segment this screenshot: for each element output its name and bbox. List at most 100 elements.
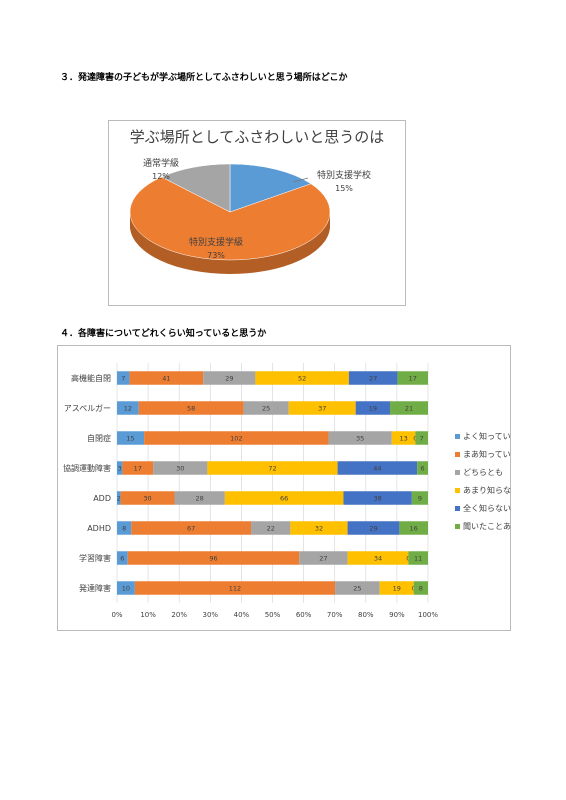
bar-segment xyxy=(117,401,139,415)
data-label: 3 xyxy=(118,465,122,473)
data-label: 7 xyxy=(121,375,125,383)
bar-segment xyxy=(117,431,145,445)
bar-segment xyxy=(174,491,225,505)
data-label: 66 xyxy=(280,495,288,503)
bar-segment xyxy=(390,401,428,415)
bar-segment xyxy=(415,431,428,445)
bar-segment xyxy=(411,491,428,505)
bar-segment xyxy=(117,491,121,505)
data-label: 96 xyxy=(209,555,217,563)
leader-line xyxy=(292,177,309,183)
x-tick-label: 60% xyxy=(296,611,312,619)
y-tick-label: ADD xyxy=(93,494,111,503)
data-label: 38 xyxy=(374,495,382,503)
data-label: 12 xyxy=(124,405,132,413)
bar-segment xyxy=(348,371,398,385)
bar-segment xyxy=(337,461,418,475)
data-label: 7 xyxy=(420,435,424,443)
data-label: 112 xyxy=(229,585,241,593)
data-label: 30 xyxy=(143,495,151,503)
slice-value: 12% xyxy=(152,172,170,181)
slice xyxy=(160,163,231,213)
data-label: 9 xyxy=(418,495,422,503)
data-label: 67 xyxy=(187,525,195,533)
x-tick-label: 40% xyxy=(234,611,250,619)
data-label: 58 xyxy=(187,405,195,413)
bar-chart: 0% 10% 20% 30% 40% 50% 60% 70% 80% 90% 100% 高機能自閉 7 4… xyxy=(57,345,511,631)
legend-swatch xyxy=(455,452,460,457)
bar-segment xyxy=(117,581,135,595)
data-label: 22 xyxy=(267,525,275,533)
y-tick-label: 学習障害 xyxy=(79,553,111,563)
bar-segment xyxy=(408,551,428,565)
slice xyxy=(229,163,312,213)
bar-segment xyxy=(203,371,256,385)
bar-segment xyxy=(413,581,428,595)
heading: ３．発達障害の子どもが学ぶ場所としてふさわしいと思う場所はどこか xyxy=(60,73,348,83)
legend-label: あまり知らない xyxy=(463,485,511,495)
slice-label: 通常学級 xyxy=(143,157,179,169)
legend-label: 全く知らない xyxy=(463,503,511,513)
bar-segment xyxy=(127,551,300,565)
bar-segment xyxy=(138,401,244,415)
bar-segment xyxy=(417,461,428,475)
bar-segment xyxy=(129,371,204,385)
data-label: 27 xyxy=(319,555,327,563)
y-tick-label: 発達障害 xyxy=(79,583,111,593)
bar-segment xyxy=(224,491,344,505)
data-label: 34 xyxy=(374,555,382,563)
x-tick-label: 90% xyxy=(389,611,405,619)
bar-segment xyxy=(134,581,336,595)
y-tick-label: 自閉症 xyxy=(87,433,111,443)
data-label: 13 xyxy=(399,435,407,443)
bar-segment xyxy=(144,431,329,445)
legend-swatch xyxy=(455,506,460,511)
data-label: 25 xyxy=(353,585,361,593)
x-tick-label: 30% xyxy=(203,611,219,619)
bar-segment xyxy=(397,371,428,385)
data-label: 8 xyxy=(122,525,126,533)
data-label: 16 xyxy=(410,525,418,533)
bar-segment xyxy=(328,431,392,445)
slice-label: 特別支援学級 xyxy=(189,236,243,248)
y-tick-label: ADHD xyxy=(87,524,111,533)
data-label: 27 xyxy=(369,375,377,383)
data-label: 15 xyxy=(126,435,134,443)
data-label: 21 xyxy=(405,405,413,413)
data-label: 44 xyxy=(373,465,381,473)
data-label: 32 xyxy=(315,525,323,533)
data-label: 35 xyxy=(356,435,364,443)
bar-segment xyxy=(117,551,128,565)
bar-segment xyxy=(120,491,175,505)
bar-segment xyxy=(243,401,289,415)
bar-segment xyxy=(117,521,132,535)
data-label: 6 xyxy=(120,555,124,563)
bar-segment xyxy=(288,401,356,415)
heading: ４．各障害についてどれくらい知っていると思うか xyxy=(60,329,267,339)
bar-segment xyxy=(251,521,291,535)
bar-segment xyxy=(131,521,252,535)
bar-segment xyxy=(255,371,349,385)
bar-segment xyxy=(347,551,409,565)
x-tick-label: 20% xyxy=(171,611,187,619)
data-label: 30 xyxy=(176,465,184,473)
bar-segment xyxy=(117,461,123,475)
data-label: 37 xyxy=(318,405,326,413)
data-label: 102 xyxy=(230,435,242,443)
data-label: 8 xyxy=(419,585,423,593)
data-label: 2 xyxy=(117,495,121,503)
legend-label: まあ知っている xyxy=(463,449,511,459)
x-tick-label: 0% xyxy=(111,611,122,619)
bar-segment xyxy=(153,461,208,475)
bar-segment xyxy=(379,581,414,595)
legend-label: よく知っている xyxy=(463,431,511,441)
slice-label: 特別支援学校 xyxy=(317,169,371,181)
data-label: 6 xyxy=(421,465,425,473)
bar-segment xyxy=(391,431,416,445)
data-label: 72 xyxy=(268,465,276,473)
y-tick-label: 高機能自閉 xyxy=(71,373,111,383)
bar-segment xyxy=(343,491,412,505)
data-label: 29 xyxy=(225,375,233,383)
